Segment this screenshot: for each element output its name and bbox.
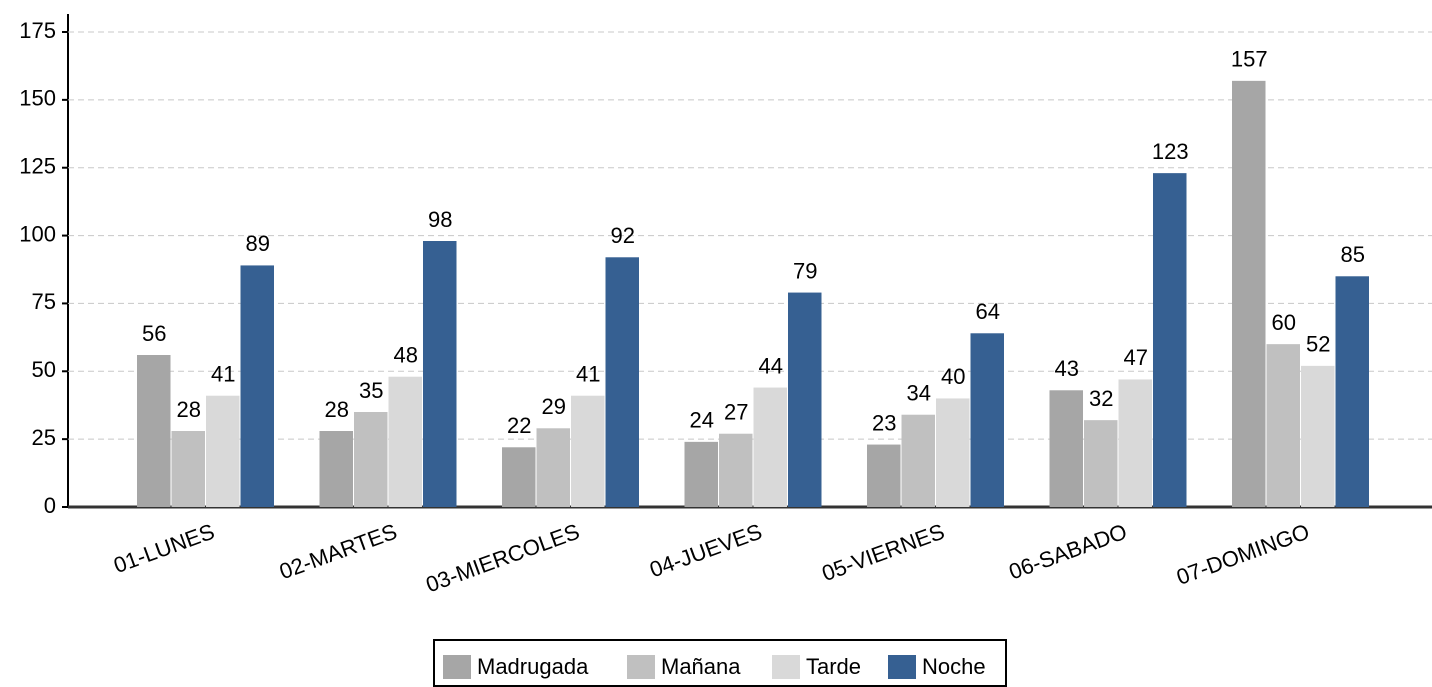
bar [788, 292, 822, 507]
bar [867, 444, 901, 507]
legend-swatch [888, 655, 916, 679]
data-label: 52 [1306, 332, 1330, 357]
y-tick-label: 50 [32, 357, 56, 382]
legend-swatch [443, 655, 471, 679]
y-tick-label: 0 [44, 493, 56, 518]
y-tick-label: 125 [19, 154, 56, 179]
bar [901, 414, 935, 507]
x-tick-label: 06-SABADO [1006, 519, 1131, 585]
data-label: 41 [576, 362, 600, 387]
x-tick-label: 07-DOMINGO [1173, 519, 1313, 590]
legend-swatch [627, 655, 655, 679]
bar [753, 387, 787, 507]
data-label: 43 [1055, 356, 1079, 381]
data-label: 157 [1231, 47, 1268, 72]
x-tick-label: 03-MIERCOLES [422, 519, 582, 598]
bar [1049, 390, 1083, 507]
data-label: 35 [359, 378, 383, 403]
data-label: 44 [759, 353, 783, 378]
data-label: 85 [1341, 242, 1365, 267]
bar [684, 441, 718, 507]
bar [171, 431, 205, 507]
legend-label: Madrugada [477, 654, 589, 679]
bar [1335, 276, 1369, 507]
legend-label: Mañana [661, 654, 741, 679]
bar [536, 428, 570, 507]
bar [354, 412, 388, 507]
data-label: 24 [690, 408, 714, 433]
y-tick-label: 150 [19, 86, 56, 111]
data-label: 60 [1272, 310, 1296, 335]
data-label: 23 [872, 410, 896, 435]
y-tick-label: 25 [32, 425, 56, 450]
data-label: 123 [1152, 139, 1189, 164]
data-label: 29 [542, 394, 566, 419]
data-label: 32 [1089, 386, 1113, 411]
bar [571, 395, 605, 507]
data-label: 64 [976, 299, 1000, 324]
data-label: 22 [507, 413, 531, 438]
data-label: 40 [941, 364, 965, 389]
data-label: 27 [724, 400, 748, 425]
bar [206, 395, 240, 507]
data-label: 92 [611, 223, 635, 248]
bar [1266, 344, 1300, 507]
y-tick-label: 75 [32, 289, 56, 314]
bar [240, 265, 274, 507]
legend-label: Tarde [806, 654, 861, 679]
data-label: 28 [177, 397, 201, 422]
bar [936, 398, 970, 507]
bar [1084, 420, 1118, 507]
data-label: 28 [325, 397, 349, 422]
x-tick-label: 02-MARTES [276, 519, 400, 585]
bar [605, 257, 639, 507]
x-tick-label: 05-VIERNES [818, 519, 947, 586]
x-tick-label: 01-LUNES [110, 519, 217, 578]
y-tick-label: 100 [19, 221, 56, 246]
data-label: 79 [793, 258, 817, 283]
data-label: 56 [142, 321, 166, 346]
data-label: 47 [1124, 345, 1148, 370]
legend-swatch [772, 655, 800, 679]
bar [970, 333, 1004, 507]
data-label: 89 [246, 231, 270, 256]
y-tick-label: 175 [19, 18, 56, 43]
bar [502, 447, 536, 507]
data-label: 48 [394, 343, 418, 368]
data-label: 34 [907, 381, 931, 406]
bar [1301, 365, 1335, 507]
data-label: 98 [428, 207, 452, 232]
bar [1118, 379, 1152, 507]
bar [319, 431, 353, 507]
bar [423, 241, 457, 507]
bar [1153, 173, 1187, 507]
legend-label: Noche [922, 654, 986, 679]
bar [719, 433, 753, 507]
data-label: 41 [211, 362, 235, 387]
x-tick-label: 04-JUEVES [646, 519, 765, 583]
bar [137, 355, 171, 507]
bar [388, 376, 422, 507]
bar [1232, 80, 1266, 507]
